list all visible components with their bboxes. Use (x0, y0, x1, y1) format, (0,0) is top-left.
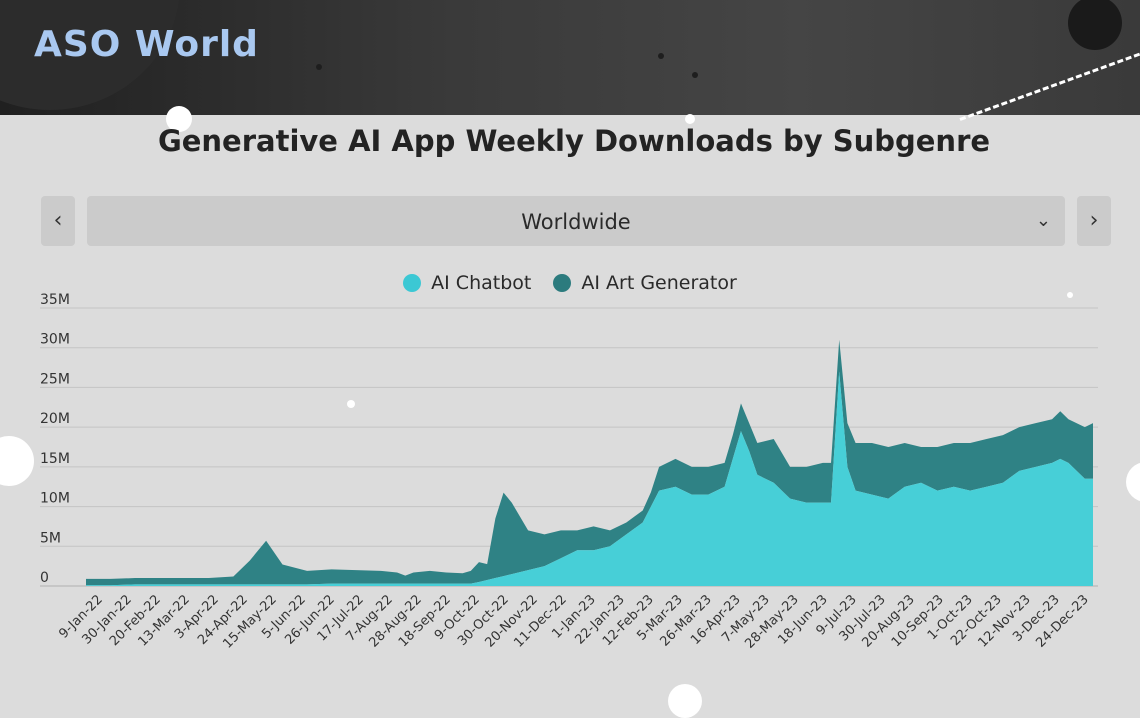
decoration-circle (1068, 0, 1122, 50)
decoration-dot (1067, 292, 1073, 298)
decoration-circle (166, 106, 192, 132)
decoration-dot (685, 114, 695, 124)
y-tick-label: 5M (40, 530, 61, 546)
region-dropdown[interactable]: Worldwide ⌄ (87, 196, 1065, 246)
y-tick-label: 10M (40, 491, 70, 507)
y-tick-label: 35M (40, 292, 70, 308)
decoration-dot (347, 400, 355, 408)
previous-button[interactable]: ‹ (41, 196, 75, 246)
legend-item-art[interactable]: AI Art Generator (553, 272, 737, 294)
chevron-right-icon: › (1089, 208, 1099, 233)
legend-item-chatbot[interactable]: AI Chatbot (403, 272, 531, 294)
chart-legend: AI Chatbot AI Art Generator (0, 272, 1140, 297)
legend-swatch (553, 274, 572, 292)
brand-logo[interactable]: ASO World (34, 24, 259, 65)
y-tick-label: 30M (40, 332, 70, 348)
chevron-down-icon: ⌄ (1035, 210, 1051, 231)
header-banner: ASO World (0, 0, 1140, 115)
series-area-ai-chatbot (86, 371, 1093, 586)
legend-label: AI Art Generator (581, 272, 737, 294)
y-tick-label: 20M (40, 411, 70, 427)
chevron-left-icon: ‹ (53, 208, 63, 233)
decoration-dot (316, 64, 322, 70)
y-tick-label: 15M (40, 451, 70, 467)
decoration-dot (658, 53, 664, 59)
series-area-ai-art-generator (86, 339, 1093, 586)
decoration-circle (1126, 462, 1140, 502)
region-selected-value: Worldwide (521, 210, 631, 234)
legend-swatch (403, 274, 422, 292)
area-chart: 05M10M15M20M25M30M35M9-Jan-2230-Jan-2220… (40, 292, 1098, 652)
chart-title: Generative AI App Weekly Downloads by Su… (157, 124, 991, 158)
next-button[interactable]: › (1077, 196, 1111, 246)
y-tick-label: 25M (40, 371, 70, 387)
decoration-dot (692, 72, 698, 78)
legend-label: AI Chatbot (431, 272, 532, 294)
y-tick-label: 0 (40, 570, 49, 586)
